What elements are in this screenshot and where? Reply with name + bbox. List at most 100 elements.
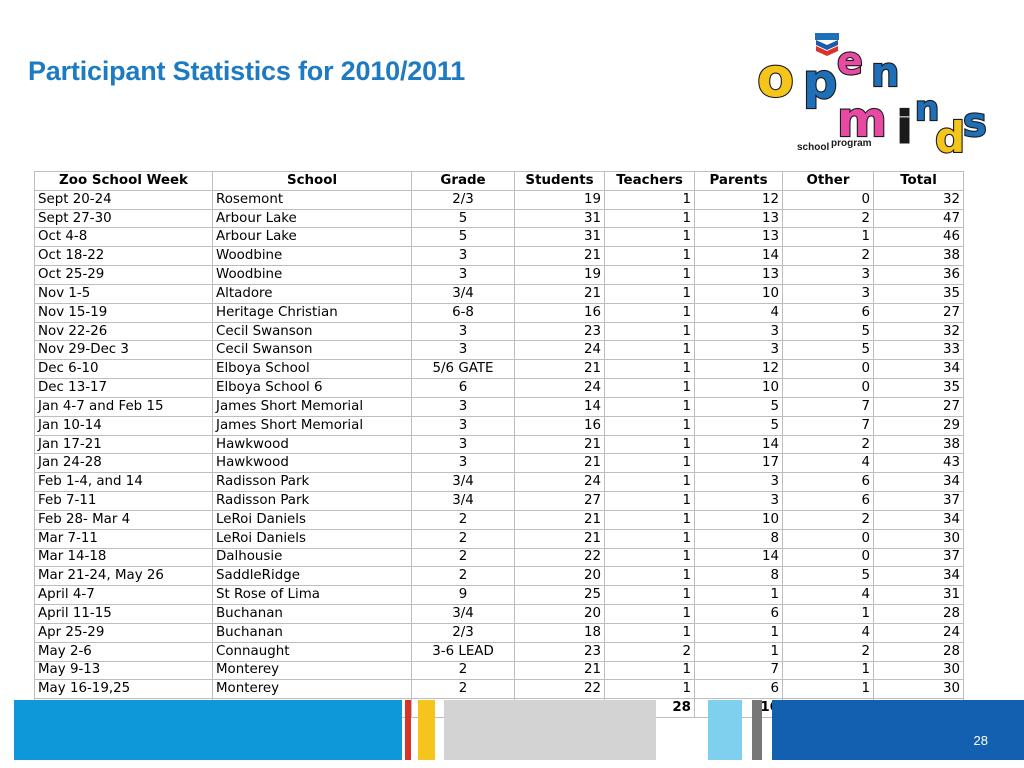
cell-other: 1 — [782, 604, 874, 624]
cell-total: 28 — [873, 604, 964, 624]
svg-text:p: p — [803, 54, 837, 110]
cell-other: 6 — [782, 302, 874, 323]
cell-school: St Rose of Lima — [212, 585, 412, 606]
footer-bar-light-blue — [708, 700, 742, 760]
cell-week: Nov 1-5 — [34, 283, 213, 304]
table-row: Jan 4-7 and Feb 15 James Short Memorial 3 1… — [34, 396, 964, 417]
cell-students: 14 — [514, 396, 605, 417]
cell-students: 16 — [514, 415, 605, 436]
cell-total: 34 — [873, 509, 964, 530]
cell-school: James Short Memorial — [212, 396, 412, 417]
table-row: Jan 10-14 James Short Memorial 3 16 1 5 7 29 — [34, 415, 964, 436]
cell-total: 34 — [873, 566, 964, 587]
cell-other: 0 — [782, 547, 874, 568]
cell-school: Rosemont — [212, 189, 412, 210]
cell-students: 21 — [514, 246, 605, 267]
cell-teachers: 1 — [604, 453, 695, 474]
cell-students: 24 — [514, 472, 605, 493]
cell-school: Woodbine — [212, 265, 412, 285]
cell-total: 30 — [873, 528, 964, 549]
table-row: Sept 20-24 Rosemont 2/3 19 1 12 0 32 — [34, 189, 964, 210]
cell-students: 18 — [514, 622, 605, 643]
cell-week: Feb 1-4, and 14 — [34, 472, 213, 493]
cell-week: Oct 4-8 — [34, 227, 213, 248]
cell-week: Jan 24-28 — [34, 453, 213, 474]
header-parents: Parents — [694, 171, 783, 191]
cell-teachers: 1 — [604, 265, 695, 285]
cell-teachers: 1 — [604, 396, 695, 417]
table-row: Nov 1-5 Altadore 3/4 21 1 10 3 35 — [34, 283, 964, 304]
cell-total: 32 — [873, 321, 964, 342]
cell-students: 20 — [514, 604, 605, 624]
footer-bar-navy — [772, 700, 1024, 760]
cell-parents: 10 — [694, 378, 783, 398]
cell-school: Connaught — [212, 641, 412, 662]
table-row: Dec 13-17 Elboya School 6 6 24 1 10 0 35 — [34, 378, 964, 398]
cell-week: Mar 7-11 — [34, 528, 213, 549]
cell-school: Woodbine — [212, 246, 412, 267]
cell-week: Nov 29-Dec 3 — [34, 340, 213, 361]
cell-total: 33 — [873, 340, 964, 361]
cell-parents: 3 — [694, 321, 783, 342]
cell-total: 24 — [873, 622, 964, 643]
cell-grade: 5/6 GATE — [411, 359, 515, 380]
table-row: April 11-15 Buchanan 3/4 20 1 6 1 28 — [34, 604, 964, 624]
cell-teachers: 1 — [604, 622, 695, 643]
cell-week: April 11-15 — [34, 604, 213, 624]
cell-parents: 4 — [694, 302, 783, 323]
cell-grade: 2 — [411, 547, 515, 568]
footer-bar-red — [405, 700, 411, 760]
table-row: Feb 28- Mar 4 LeRoi Daniels 2 21 1 10 2 34 — [34, 509, 964, 530]
svg-text:d: d — [935, 113, 965, 162]
cell-students: 25 — [514, 585, 605, 606]
cell-school: Dalhousie — [212, 547, 412, 568]
cell-week: Apr 25-29 — [34, 622, 213, 643]
cell-students: 19 — [514, 189, 605, 210]
cell-teachers: 1 — [604, 302, 695, 323]
footer-bar-blue — [14, 700, 402, 760]
cell-students: 21 — [514, 434, 605, 455]
cell-students: 21 — [514, 528, 605, 549]
open-minds-logo: o p e n m i n d s school program — [756, 33, 988, 163]
footer-bar-gray — [444, 700, 656, 760]
cell-parents: 14 — [694, 434, 783, 455]
cell-other: 0 — [782, 359, 874, 380]
cell-week: Jan 4-7 and Feb 15 — [34, 396, 213, 417]
cell-parents: 12 — [694, 189, 783, 210]
cell-school: LeRoi Daniels — [212, 509, 412, 530]
cell-teachers: 1 — [604, 585, 695, 606]
cell-other: 5 — [782, 340, 874, 361]
cell-other: 0 — [782, 378, 874, 398]
cell-other: 6 — [782, 472, 874, 493]
cell-parents: 14 — [694, 246, 783, 267]
cell-teachers: 1 — [604, 509, 695, 530]
cell-teachers: 1 — [604, 566, 695, 587]
cell-students: 21 — [514, 283, 605, 304]
cell-school: SaddleRidge — [212, 566, 412, 587]
cell-week: Mar 14-18 — [34, 547, 213, 568]
cell-other: 1 — [782, 679, 874, 700]
cell-teachers: 1 — [604, 472, 695, 493]
svg-text:o: o — [757, 46, 794, 109]
cell-students: 20 — [514, 566, 605, 587]
header-students: Students — [514, 171, 605, 191]
cell-students: 24 — [514, 340, 605, 361]
table-row: Feb 1-4, and 14 Radisson Park 3/4 24 1 3 6 34 — [34, 472, 964, 493]
cell-school: Cecil Swanson — [212, 321, 412, 342]
cell-school: LeRoi Daniels — [212, 528, 412, 549]
cell-teachers: 1 — [604, 679, 695, 700]
cell-total: 35 — [873, 378, 964, 398]
cell-other: 3 — [782, 265, 874, 285]
cell-week: April 4-7 — [34, 585, 213, 606]
table-body: Sept 20-24 Rosemont 2/3 19 1 12 0 32 Sept 27-30 A… — [34, 189, 964, 719]
svg-text:n: n — [871, 50, 899, 96]
cell-students: 21 — [514, 660, 605, 681]
table-row: Mar 21-24, May 26 SaddleRidge 2 20 1 8 5 34 — [34, 566, 964, 587]
cell-total: 35 — [873, 283, 964, 304]
cell-students: 22 — [514, 547, 605, 568]
logo-tagline-program: program — [831, 138, 872, 149]
cell-grade: 3/4 — [411, 491, 515, 511]
cell-parents: 5 — [694, 415, 783, 436]
cell-students: 21 — [514, 453, 605, 474]
cell-total: 37 — [873, 491, 964, 511]
